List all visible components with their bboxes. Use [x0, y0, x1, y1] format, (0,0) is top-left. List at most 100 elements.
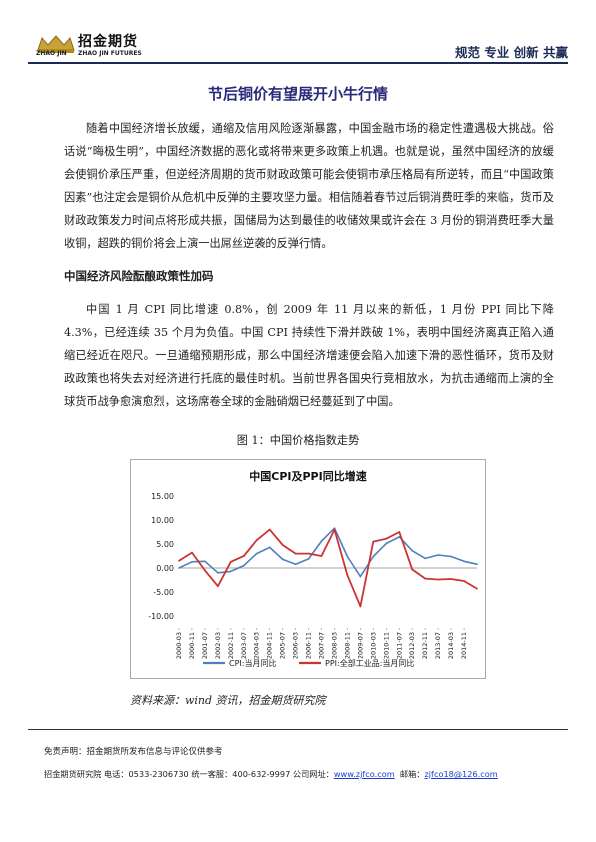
data-point-cpi	[294, 563, 297, 565]
data-point-cpi	[307, 558, 310, 560]
data-point-cpi	[320, 540, 323, 542]
legend-label-ppi: PPI:全部工业品:当月同比	[325, 658, 414, 668]
data-point-ppi	[320, 555, 323, 557]
series-line-cpi	[178, 527, 478, 578]
data-point-ppi	[294, 552, 297, 555]
contact-info: 招金期货研究院 电话：0533-2306730 统一客服：400-632-999…	[44, 769, 334, 779]
x-tick-label: 2009-07	[356, 632, 364, 659]
x-tick-label: 2005-07	[279, 632, 287, 659]
data-point-cpi	[398, 536, 401, 538]
data-point-ppi	[424, 577, 426, 580]
header-divider	[28, 62, 568, 64]
chart-title: 中国CPI及PPI同比增速	[249, 469, 366, 483]
data-point-ppi	[463, 580, 465, 582]
website-link[interactable]: www.zjfco.com	[333, 769, 395, 779]
data-point-cpi	[268, 546, 271, 549]
page-header: 招金期货 ZHAO JIN ZHAO JIN FUTURES 规范 专业 创新 …	[0, 0, 596, 64]
data-point-cpi	[424, 557, 426, 560]
logo-english-left: ZHAO JIN	[36, 50, 67, 57]
y-tick-label: -10.00	[148, 612, 174, 621]
x-tick-label: 2011-07	[395, 632, 403, 659]
x-tick-label: 2012-03	[408, 632, 416, 659]
logo-english-name: ZHAO JIN FUTURES	[78, 50, 142, 57]
data-point-cpi	[476, 563, 478, 565]
section-heading: 中国经济风险酝酿政策性加码	[64, 269, 214, 283]
data-point-ppi	[437, 578, 439, 581]
data-point-cpi	[359, 575, 362, 578]
logo-crown-icon	[37, 35, 75, 53]
data-point-ppi	[191, 551, 193, 554]
x-tick-label: 2014-03	[447, 632, 455, 659]
header-slogan: 规范 专业 创新 共赢	[454, 45, 568, 60]
chart-canvas: 中国CPI及PPI同比增速 15.00 10.00 5.00 0.00 -5.00 -10.…	[148, 469, 478, 668]
data-point-ppi	[230, 560, 232, 563]
x-tick-label: 2004-03	[253, 632, 261, 659]
data-point-ppi	[411, 568, 414, 571]
x-tick-label: 2002-11	[227, 632, 235, 659]
data-point-ppi	[178, 560, 180, 562]
email-link[interactable]: zjfco18@126.com	[424, 769, 498, 779]
source-note: 资料来源：wind 资讯，招金期货研究院	[130, 694, 326, 707]
data-point-cpi	[191, 560, 193, 563]
company-logo: 招金期货 ZHAO JIN ZHAO JIN FUTURES	[36, 30, 176, 60]
y-tick-label: 0.00	[156, 564, 174, 573]
data-point-cpi	[333, 527, 336, 529]
data-point-ppi	[307, 552, 310, 555]
figure-caption: 图 1：中国价格指数走势	[236, 434, 360, 447]
data-point-cpi	[204, 560, 206, 563]
footer-divider	[28, 729, 568, 730]
data-point-ppi	[204, 569, 206, 572]
data-point-cpi	[437, 554, 439, 556]
data-point-ppi	[255, 539, 258, 541]
x-tick-label: 2000-03	[175, 632, 183, 659]
y-tick-label: -5.00	[153, 588, 174, 597]
x-tick-label: 2014-11	[460, 632, 468, 659]
y-tick-label: 10.00	[151, 516, 174, 525]
email-label: 邮箱：	[399, 769, 425, 779]
x-tick-label: 2002-03	[214, 632, 222, 659]
paragraph-cpi-ppi: 中国 1 月 CPI 同比增速 0.8%，创 2009 年 11 月以来的新低，…	[64, 303, 554, 408]
series-line-ppi	[178, 528, 478, 608]
data-point-ppi	[281, 544, 284, 546]
x-tick-label: 2012-11	[421, 632, 429, 659]
data-point-ppi	[217, 585, 219, 588]
x-tick-label: 2008-03	[330, 632, 338, 659]
x-tick-label: 2013-07	[434, 632, 442, 659]
x-tick-label: 2006-03	[292, 632, 300, 659]
data-point-cpi	[372, 555, 375, 558]
x-tick-label: 2007-07	[318, 632, 326, 659]
data-point-ppi	[476, 587, 478, 590]
price-index-chart: 中国CPI及PPI同比增速 15.00 10.00 5.00 0.00 -5.00 -10.…	[130, 459, 486, 679]
data-point-ppi	[268, 528, 271, 531]
data-point-cpi	[217, 572, 219, 574]
paragraph-intro: 随着中国经济增长放缓，通缩及信用风险逐渐暴露，中国金融市场的稳定性遭遇极大挑战。…	[64, 122, 554, 250]
y-tick-label: 5.00	[156, 540, 174, 549]
data-point-ppi	[242, 555, 245, 557]
data-point-ppi	[333, 528, 336, 531]
data-point-cpi	[385, 542, 388, 545]
x-tick-label: 2000-11	[188, 632, 196, 659]
x-tick-label: 2001-07	[201, 632, 209, 659]
data-point-cpi	[450, 555, 452, 558]
data-point-ppi	[359, 605, 362, 608]
data-point-ppi	[346, 574, 349, 576]
x-tick-label: 2010-11	[382, 632, 390, 659]
data-point-ppi	[398, 531, 401, 533]
data-point-cpi	[346, 555, 349, 558]
data-point-cpi	[281, 558, 284, 561]
x-tick-label: 2006-11	[305, 632, 313, 659]
disclaimer-text: 免责声明：招金期货所发布信息与评论仅供参考	[44, 747, 223, 757]
data-point-cpi	[255, 552, 258, 555]
data-point-ppi	[450, 578, 452, 580]
data-point-cpi	[178, 567, 180, 569]
x-tick-label: 2003-07	[240, 632, 248, 659]
x-tick-label: 2004-11	[266, 632, 274, 659]
data-point-ppi	[385, 537, 388, 540]
contact-line: 招金期货研究院 电话：0533-2306730 统一客服：400-632-999…	[44, 768, 498, 780]
legend-label-cpi: CPI:当月同比	[229, 658, 276, 668]
document-title: 节后铜价有望展开小牛行情	[207, 85, 388, 103]
y-tick-label: 15.00	[151, 492, 174, 501]
data-point-cpi	[411, 549, 414, 552]
x-tick-label: 2010-03	[369, 632, 377, 659]
logo-chinese-name: 招金期货	[78, 34, 138, 50]
